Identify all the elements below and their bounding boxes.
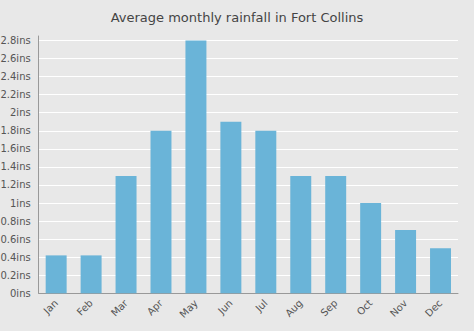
- svg-text:1.6ins: 1.6ins: [0, 143, 30, 154]
- svg-text:Apr: Apr: [145, 297, 166, 318]
- svg-text:May: May: [177, 297, 199, 319]
- svg-text:Jan: Jan: [41, 297, 60, 316]
- svg-text:Aug: Aug: [283, 297, 305, 319]
- svg-text:0.6ins: 0.6ins: [0, 234, 30, 245]
- svg-text:2ins: 2ins: [10, 107, 31, 118]
- svg-text:0ins: 0ins: [10, 288, 31, 299]
- svg-text:1.4ins: 1.4ins: [0, 161, 30, 172]
- svg-text:Mar: Mar: [109, 297, 131, 319]
- svg-text:Nov: Nov: [388, 297, 410, 319]
- svg-text:Feb: Feb: [75, 297, 95, 317]
- svg-text:Average monthly rainfall in Fo: Average monthly rainfall in Fort Collins: [111, 10, 364, 25]
- svg-text:0.4ins: 0.4ins: [0, 252, 30, 263]
- svg-text:2.6ins: 2.6ins: [0, 53, 30, 64]
- svg-text:0.8ins: 0.8ins: [0, 216, 30, 227]
- svg-text:Jul: Jul: [253, 297, 270, 314]
- svg-text:1.8ins: 1.8ins: [0, 125, 30, 136]
- svg-text:Oct: Oct: [355, 297, 375, 317]
- svg-text:2.4ins: 2.4ins: [0, 71, 30, 82]
- svg-text:Jun: Jun: [215, 297, 235, 317]
- svg-text:2.2ins: 2.2ins: [0, 89, 30, 100]
- svg-text:0.2ins: 0.2ins: [0, 270, 30, 281]
- svg-text:2.8ins: 2.8ins: [0, 35, 30, 46]
- svg-text:Dec: Dec: [423, 297, 444, 318]
- svg-text:Sep: Sep: [318, 297, 339, 318]
- svg-text:1.2ins: 1.2ins: [0, 179, 30, 190]
- svg-text:1ins: 1ins: [10, 198, 31, 209]
